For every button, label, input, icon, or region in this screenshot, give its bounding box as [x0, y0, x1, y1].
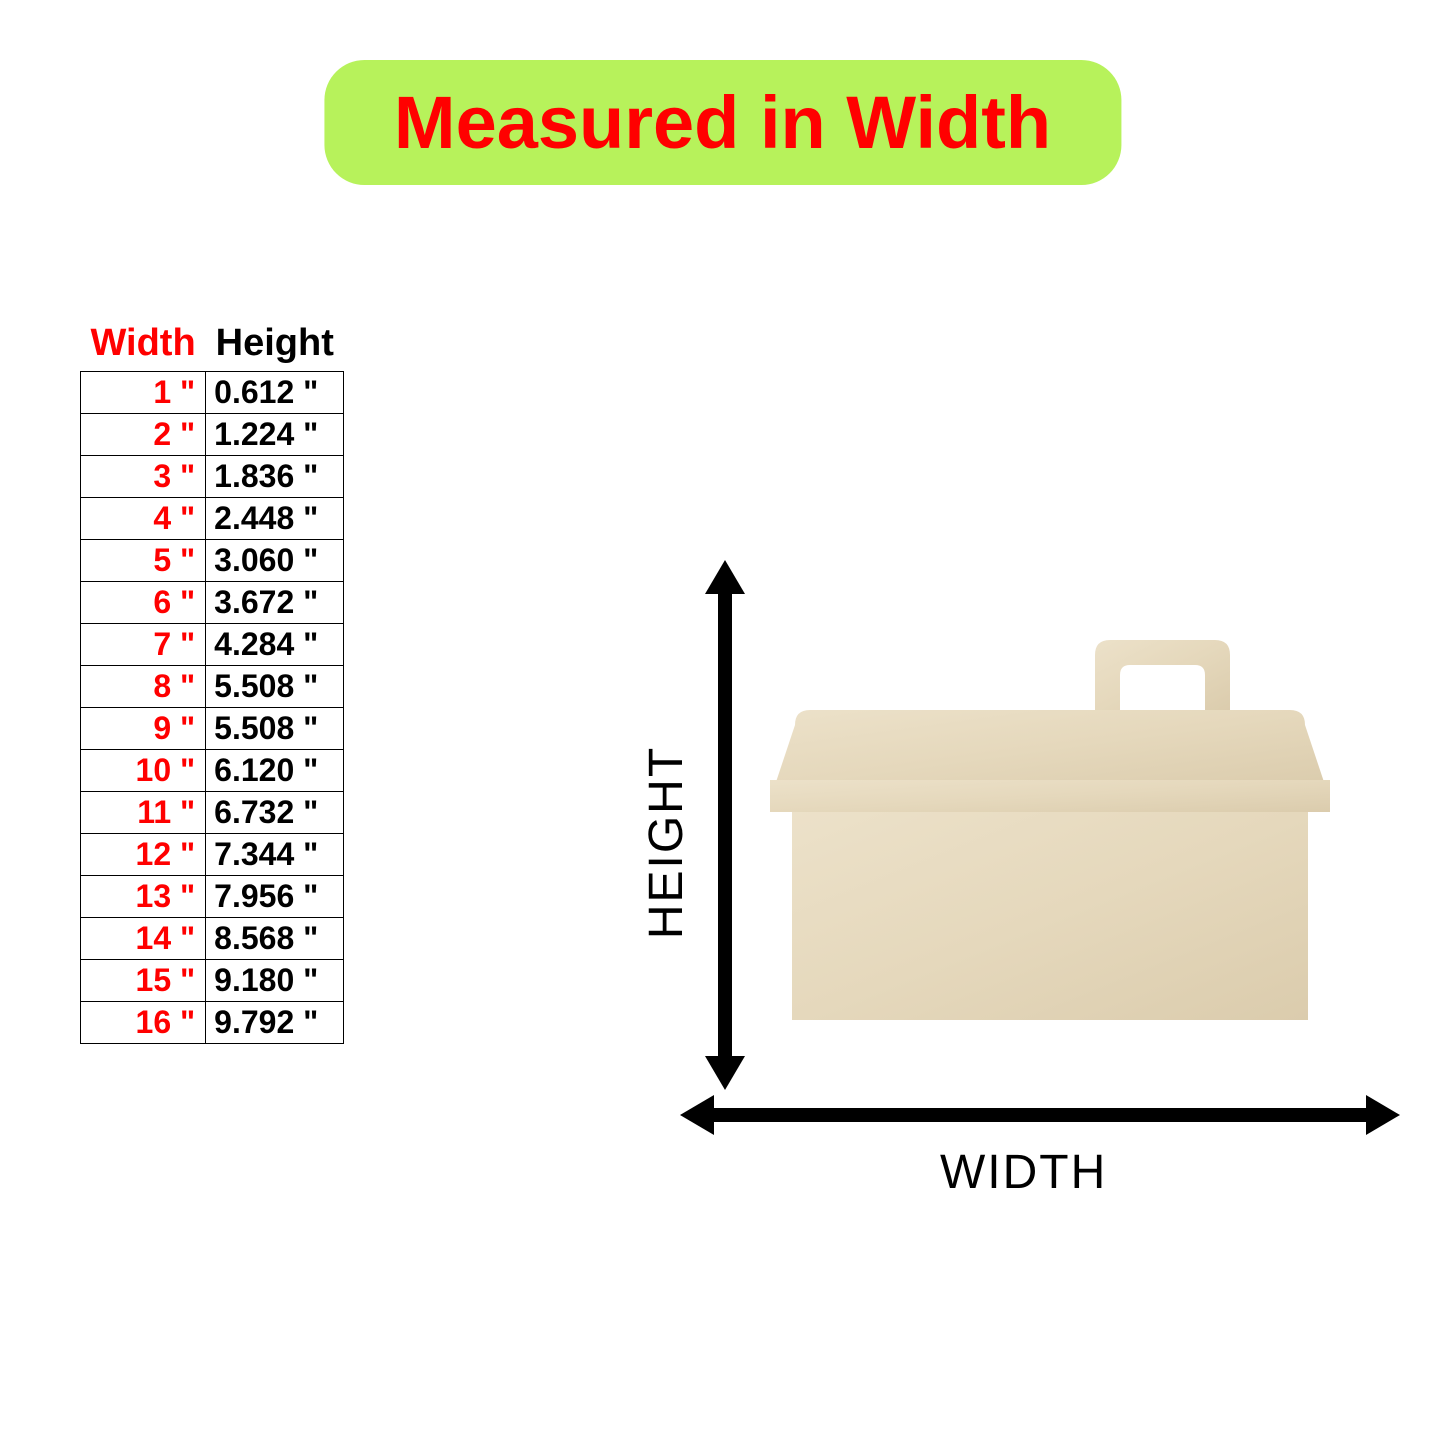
cell-width: 11 ": [81, 792, 206, 834]
cell-height: 1.224 ": [206, 414, 344, 456]
width-label: WIDTH: [940, 1145, 1107, 1200]
cell-height: 9.792 ": [206, 1002, 344, 1044]
cell-height: 8.568 ": [206, 918, 344, 960]
table-row: 9 "5.508 ": [81, 708, 344, 750]
cell-height: 7.344 ": [206, 834, 344, 876]
dimensions-table: Width Height 1 "0.612 "2 "1.224 "3 "1.83…: [80, 320, 344, 1044]
table-row: 4 "2.448 ": [81, 498, 344, 540]
cell-width: 6 ": [81, 582, 206, 624]
table-row: 10 "6.120 ": [81, 750, 344, 792]
col-header-height: Height: [206, 320, 344, 372]
cell-width: 2 ": [81, 414, 206, 456]
cell-height: 5.508 ": [206, 708, 344, 750]
table-row: 16 "9.792 ": [81, 1002, 344, 1044]
cell-width: 5 ": [81, 540, 206, 582]
table-row: 11 "6.732 ": [81, 792, 344, 834]
cell-height: 9.180 ": [206, 960, 344, 1002]
cell-width: 10 ": [81, 750, 206, 792]
table-row: 3 "1.836 ": [81, 456, 344, 498]
col-header-width: Width: [81, 320, 206, 372]
cell-width: 1 ": [81, 372, 206, 414]
height-arrow: [695, 560, 755, 1090]
cell-width: 7 ": [81, 624, 206, 666]
table-row: 12 "7.344 ": [81, 834, 344, 876]
table-row: 1 "0.612 ": [81, 372, 344, 414]
table-row: 13 "7.956 ": [81, 876, 344, 918]
cell-width: 8 ": [81, 666, 206, 708]
title-banner: Measured in Width: [324, 60, 1121, 185]
cell-height: 1.836 ": [206, 456, 344, 498]
cell-width: 9 ": [81, 708, 206, 750]
cell-height: 6.732 ": [206, 792, 344, 834]
title-text: Measured in Width: [394, 81, 1051, 164]
briefcase-icon: [770, 630, 1330, 1020]
cell-height: 6.120 ": [206, 750, 344, 792]
cell-width: 4 ": [81, 498, 206, 540]
cell-width: 3 ": [81, 456, 206, 498]
cell-height: 4.284 ": [206, 624, 344, 666]
table-row: 6 "3.672 ": [81, 582, 344, 624]
cell-height: 5.508 ": [206, 666, 344, 708]
table-row: 14 "8.568 ": [81, 918, 344, 960]
table-row: 8 "5.508 ": [81, 666, 344, 708]
cell-width: 16 ": [81, 1002, 206, 1044]
dimensions-tbody: 1 "0.612 "2 "1.224 "3 "1.836 "4 "2.448 "…: [81, 372, 344, 1044]
cell-width: 12 ": [81, 834, 206, 876]
cell-height: 7.956 ": [206, 876, 344, 918]
width-arrow: [680, 1085, 1400, 1145]
measurement-diagram: HEIGHT WIDTH: [590, 540, 1410, 1240]
cell-height: 3.060 ": [206, 540, 344, 582]
cell-height: 3.672 ": [206, 582, 344, 624]
table-row: 7 "4.284 ": [81, 624, 344, 666]
cell-width: 15 ": [81, 960, 206, 1002]
table-row: 15 "9.180 ": [81, 960, 344, 1002]
cell-height: 0.612 ": [206, 372, 344, 414]
table-row: 2 "1.224 ": [81, 414, 344, 456]
dimensions-table-container: Width Height 1 "0.612 "2 "1.224 "3 "1.83…: [80, 320, 344, 1044]
cell-width: 13 ": [81, 876, 206, 918]
table-row: 5 "3.060 ": [81, 540, 344, 582]
cell-height: 2.448 ": [206, 498, 344, 540]
height-label: HEIGHT: [639, 746, 694, 939]
cell-width: 14 ": [81, 918, 206, 960]
